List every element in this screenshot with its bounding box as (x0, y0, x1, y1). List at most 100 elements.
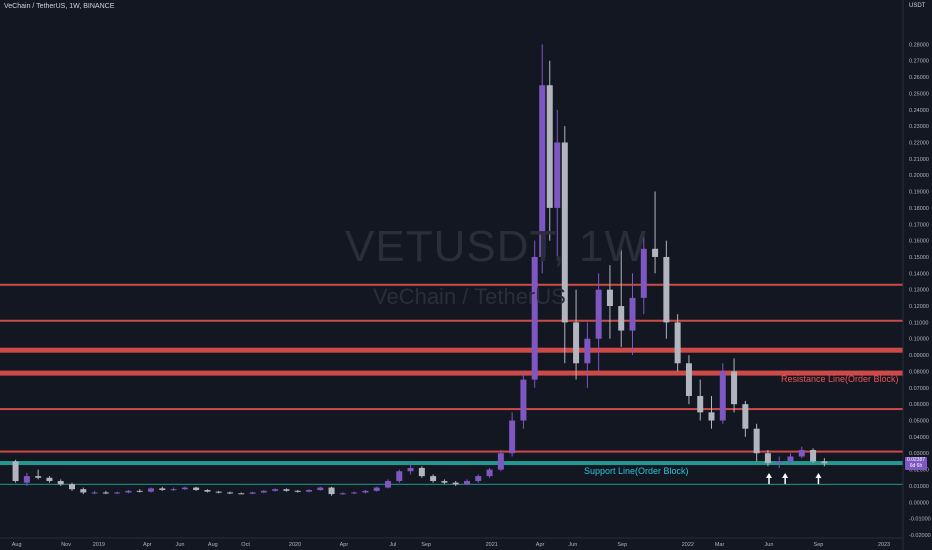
candle-body (193, 487, 200, 491)
candle-body (317, 487, 324, 491)
watermark-ticker: VETUSDT, 1W (345, 222, 647, 271)
candle-body (260, 490, 267, 493)
candle (114, 491, 121, 495)
price-tick-label: 0.20000 (909, 173, 929, 179)
candle (573, 289, 580, 380)
candles (12, 44, 828, 496)
resistance-level-line (0, 370, 903, 376)
time-tick-label: Jun (568, 542, 577, 548)
up-arrow-marker (765, 473, 772, 484)
candle (23, 472, 30, 486)
candle (475, 474, 482, 483)
candle-body (91, 492, 98, 494)
candle (798, 446, 805, 459)
candle (181, 486, 188, 491)
candle-body (546, 85, 553, 208)
candle-body (452, 482, 459, 485)
time-tick-label: Oct (241, 542, 250, 548)
candle-body (227, 492, 234, 494)
symbol-header: VeChain / TetherUS, 1W, BINANCE (4, 3, 115, 10)
candle (606, 265, 613, 339)
price-tick-label: 0.09000 (909, 353, 929, 359)
currency-unit-label: USDT (909, 3, 926, 9)
time-tick-label: Sep (617, 542, 627, 548)
candle-body (652, 248, 659, 257)
time-tick-label: Apr (536, 542, 545, 548)
horizontal-levels (0, 283, 903, 485)
candle-body (339, 493, 346, 495)
candle (215, 490, 222, 494)
time-tick-label: Aug (208, 542, 218, 548)
candle-body (35, 476, 42, 478)
price-tick-label: -0.01000 (909, 517, 931, 523)
price-axis[interactable]: 0.28000 0.27000 0.26000 0.25000 0.24000 0.230… (909, 42, 931, 539)
candle-body (708, 412, 715, 421)
candle-body (531, 256, 538, 380)
price-tick-label: 0.15000 (909, 255, 929, 261)
price-tick-label: 0.22000 (909, 140, 929, 146)
price-tick-label: 0.24000 (909, 108, 929, 114)
candle (708, 395, 715, 429)
candle-body (497, 453, 504, 470)
candle-body (384, 481, 391, 488)
candle (351, 491, 358, 495)
time-tick-label: Nov (61, 542, 71, 548)
candle-body (305, 490, 312, 492)
price-tick-label: 0.18000 (909, 206, 929, 212)
price-tick-label: 0.14000 (909, 271, 929, 277)
price-tick-label: 0.03000 (909, 451, 929, 457)
candle (787, 453, 794, 465)
candle-body (373, 487, 380, 491)
candle-body (584, 338, 591, 364)
candle (148, 487, 155, 493)
candle (719, 363, 726, 424)
time-tick-label: 2019 (93, 542, 105, 548)
candle (204, 489, 211, 493)
candle (418, 466, 425, 478)
price-tick-label: 0.25000 (909, 91, 929, 97)
candle-body (396, 471, 403, 482)
candle-body (418, 467, 425, 477)
resistance-level-line (0, 408, 903, 411)
candle-body (159, 488, 166, 491)
time-tick-label: Sep (421, 542, 431, 548)
candle-body (606, 289, 613, 307)
up-arrow-marker (815, 473, 822, 484)
candle-body (69, 484, 76, 490)
time-axis[interactable]: Aug Nov 2019 Apr Jun Aug Oct 2020 Apr Jul Sep 2021 A… (12, 542, 890, 548)
candle-body (509, 420, 516, 454)
candle (776, 456, 783, 468)
price-tick-label: 0.08000 (909, 369, 929, 375)
candle (283, 488, 290, 492)
price-tick-label: 0.01000 (909, 484, 929, 490)
candle (685, 355, 692, 405)
candle (441, 479, 448, 485)
candle (317, 486, 324, 491)
price-tick-label: 0.05000 (909, 419, 929, 425)
candle-body (407, 467, 414, 472)
resistance-level-line (0, 450, 903, 453)
resistance-level-line (0, 283, 903, 286)
candle-body (663, 256, 670, 323)
candle (305, 489, 312, 493)
candle-body (170, 489, 177, 491)
candle (531, 240, 538, 388)
support-level-line (0, 483, 903, 485)
candle (80, 487, 87, 495)
candle-body (148, 488, 155, 492)
candle (57, 479, 64, 486)
candle-body (430, 476, 437, 482)
price-tick-label: 0.16000 (909, 239, 929, 245)
candle (159, 486, 166, 491)
price-tick-label: 0.10000 (909, 337, 929, 343)
candle-body (46, 477, 53, 482)
price-tick-label: 0.19000 (909, 190, 929, 196)
candle-body (80, 489, 87, 493)
candle-body (787, 456, 794, 462)
candle-body (731, 371, 738, 405)
candle-body (283, 489, 290, 491)
candle (497, 449, 504, 472)
candle-body (328, 487, 335, 495)
candle-body (764, 453, 771, 464)
